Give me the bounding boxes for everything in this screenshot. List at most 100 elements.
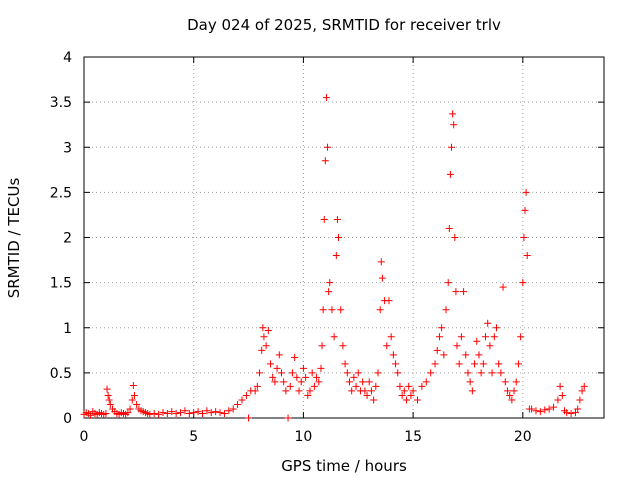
data-point xyxy=(273,364,281,372)
data-point xyxy=(532,407,540,415)
data-point xyxy=(328,306,336,314)
data-point xyxy=(181,407,189,415)
data-point xyxy=(253,382,261,390)
data-point xyxy=(128,396,136,404)
data-point xyxy=(288,369,296,377)
data-point xyxy=(431,360,439,368)
data-point xyxy=(450,121,458,129)
data-point xyxy=(503,387,511,395)
data-point xyxy=(345,378,353,386)
data-point xyxy=(260,333,268,341)
data-point xyxy=(576,396,584,404)
data-point xyxy=(333,215,341,223)
data-point xyxy=(488,369,496,377)
data-point xyxy=(422,378,430,386)
data-point xyxy=(326,279,334,287)
data-point xyxy=(177,409,185,417)
data-point xyxy=(321,157,329,165)
data-point xyxy=(433,346,441,354)
data-point xyxy=(387,333,395,341)
data-point xyxy=(383,342,391,350)
x-tick-label: 20 xyxy=(514,429,532,445)
data-point xyxy=(512,378,520,386)
data-point xyxy=(448,143,456,151)
data-point xyxy=(282,387,290,395)
data-point xyxy=(343,369,351,377)
data-point xyxy=(302,373,310,381)
data-point xyxy=(558,391,566,399)
data-point xyxy=(220,409,228,417)
data-points xyxy=(80,94,588,422)
data-point xyxy=(367,387,375,395)
data-point xyxy=(363,391,371,399)
data-point xyxy=(163,409,171,417)
data-point xyxy=(130,391,138,399)
data-point xyxy=(372,382,380,390)
data-point xyxy=(519,279,527,287)
data-point xyxy=(258,346,266,354)
data-point xyxy=(291,354,299,362)
data-point xyxy=(442,306,450,314)
data-point xyxy=(295,387,303,395)
data-point xyxy=(365,378,373,386)
data-point xyxy=(350,373,358,381)
data-point xyxy=(484,319,492,327)
data-point xyxy=(155,410,163,418)
data-point xyxy=(216,409,224,417)
data-point xyxy=(172,409,180,417)
data-point xyxy=(455,360,463,368)
data-point xyxy=(299,364,307,372)
data-point xyxy=(251,387,259,395)
data-point xyxy=(310,382,318,390)
data-point xyxy=(361,387,369,395)
y-tick-label: 4 xyxy=(63,50,72,66)
data-point xyxy=(435,333,443,341)
data-point xyxy=(482,333,490,341)
data-point xyxy=(146,410,154,418)
data-point xyxy=(275,351,283,359)
data-point xyxy=(468,387,476,395)
data-point xyxy=(308,369,316,377)
data-point xyxy=(280,378,288,386)
data-point xyxy=(304,391,312,399)
data-point xyxy=(522,188,530,196)
data-point xyxy=(317,364,325,372)
data-point xyxy=(286,382,294,390)
data-point xyxy=(225,407,233,415)
data-point xyxy=(207,409,215,417)
data-point xyxy=(405,382,413,390)
data-point xyxy=(464,369,472,377)
y-tick-label: 2 xyxy=(63,231,72,247)
data-point xyxy=(354,369,362,377)
data-point xyxy=(106,400,114,408)
data-point xyxy=(418,382,426,390)
data-point xyxy=(571,409,579,417)
data-point xyxy=(385,297,393,305)
data-point xyxy=(337,306,345,314)
data-point xyxy=(457,333,465,341)
y-tick-label: 1 xyxy=(63,321,72,337)
data-point xyxy=(453,342,461,350)
x-axis-label: GPS time / hours xyxy=(281,457,407,475)
x-tick-label: 5 xyxy=(189,429,198,445)
data-point xyxy=(563,409,571,417)
data-point xyxy=(133,400,141,408)
x-tick-label: 15 xyxy=(404,429,422,445)
data-point xyxy=(528,405,536,413)
data-point xyxy=(506,391,514,399)
data-point xyxy=(297,378,305,386)
data-point xyxy=(203,407,211,415)
data-point xyxy=(462,351,470,359)
data-point xyxy=(473,337,481,345)
data-point xyxy=(550,403,558,411)
data-point xyxy=(471,360,479,368)
data-point xyxy=(87,411,95,419)
data-point xyxy=(536,408,544,416)
data-point xyxy=(578,387,586,395)
data-point xyxy=(229,405,237,413)
data-point xyxy=(567,409,575,417)
data-point xyxy=(124,409,132,417)
data-point xyxy=(332,252,340,260)
